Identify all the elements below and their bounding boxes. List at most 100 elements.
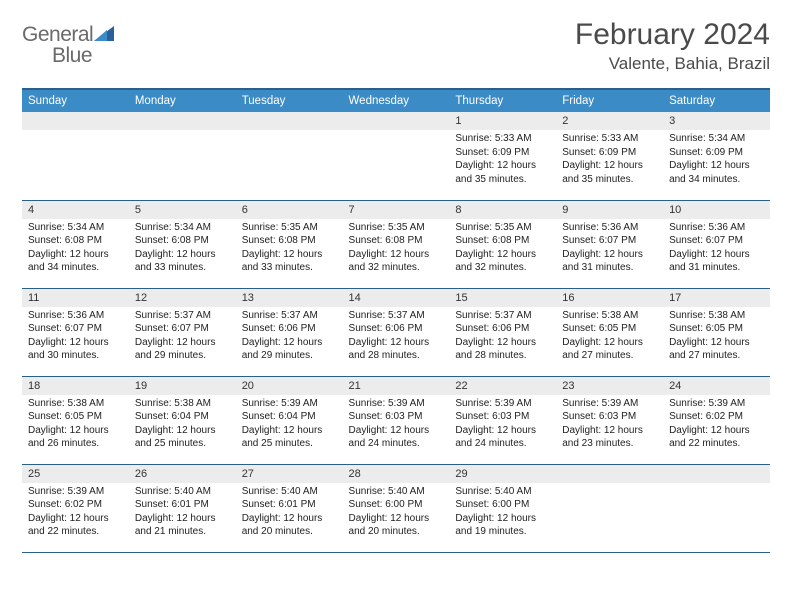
sunrise-line: Sunrise: 5:39 AM <box>455 397 550 411</box>
daylight-line: Daylight: 12 hours and 25 minutes. <box>242 424 337 451</box>
calendar-day-cell: 28Sunrise: 5:40 AMSunset: 6:00 PMDayligh… <box>343 464 450 552</box>
sunrise-line: Sunrise: 5:40 AM <box>135 485 230 499</box>
sunrise-line: Sunrise: 5:37 AM <box>349 309 444 323</box>
sunset-line: Sunset: 6:04 PM <box>135 410 230 424</box>
calendar-day-cell: 16Sunrise: 5:38 AMSunset: 6:05 PMDayligh… <box>556 288 663 376</box>
brand-word2: Blue <box>52 44 92 67</box>
day-number: 23 <box>556 377 663 395</box>
day-number: 22 <box>449 377 556 395</box>
daylight-line: Daylight: 12 hours and 19 minutes. <box>455 512 550 539</box>
calendar-day-cell: 11Sunrise: 5:36 AMSunset: 6:07 PMDayligh… <box>22 288 129 376</box>
sunset-line: Sunset: 6:01 PM <box>242 498 337 512</box>
sunrise-line: Sunrise: 5:40 AM <box>455 485 550 499</box>
day-details: Sunrise: 5:36 AMSunset: 6:07 PMDaylight:… <box>556 219 663 279</box>
sunset-line: Sunset: 6:06 PM <box>455 322 550 336</box>
sunset-line: Sunset: 6:09 PM <box>669 146 764 160</box>
sunrise-line: Sunrise: 5:37 AM <box>242 309 337 323</box>
day-number: 25 <box>22 465 129 483</box>
brand-word1: General <box>22 23 93 47</box>
daylight-line: Daylight: 12 hours and 31 minutes. <box>562 248 657 275</box>
calendar-day-cell: 27Sunrise: 5:40 AMSunset: 6:01 PMDayligh… <box>236 464 343 552</box>
daylight-line: Daylight: 12 hours and 21 minutes. <box>135 512 230 539</box>
day-details: Sunrise: 5:39 AMSunset: 6:03 PMDaylight:… <box>449 395 556 455</box>
calendar-day-cell: 2Sunrise: 5:33 AMSunset: 6:09 PMDaylight… <box>556 112 663 200</box>
sunset-line: Sunset: 6:05 PM <box>669 322 764 336</box>
sunset-line: Sunset: 6:06 PM <box>242 322 337 336</box>
sunset-line: Sunset: 6:05 PM <box>28 410 123 424</box>
calendar-day-cell <box>129 112 236 200</box>
sunset-line: Sunset: 6:01 PM <box>135 498 230 512</box>
calendar-week-row: 25Sunrise: 5:39 AMSunset: 6:02 PMDayligh… <box>22 464 770 552</box>
daylight-line: Daylight: 12 hours and 28 minutes. <box>455 336 550 363</box>
calendar-day-cell: 3Sunrise: 5:34 AMSunset: 6:09 PMDaylight… <box>663 112 770 200</box>
daylight-line: Daylight: 12 hours and 22 minutes. <box>28 512 123 539</box>
day-number: 11 <box>22 289 129 307</box>
sunrise-line: Sunrise: 5:40 AM <box>242 485 337 499</box>
calendar-day-cell: 26Sunrise: 5:40 AMSunset: 6:01 PMDayligh… <box>129 464 236 552</box>
day-details: Sunrise: 5:34 AMSunset: 6:09 PMDaylight:… <box>663 130 770 190</box>
sunset-line: Sunset: 6:02 PM <box>669 410 764 424</box>
sunset-line: Sunset: 6:09 PM <box>562 146 657 160</box>
day-number: 10 <box>663 201 770 219</box>
day-number: 28 <box>343 465 450 483</box>
calendar-day-cell <box>556 464 663 552</box>
daylight-line: Daylight: 12 hours and 24 minutes. <box>349 424 444 451</box>
sunrise-line: Sunrise: 5:39 AM <box>28 485 123 499</box>
daylight-line: Daylight: 12 hours and 23 minutes. <box>562 424 657 451</box>
page-header: General February 2024 Valente, Bahia, Br… <box>22 18 770 74</box>
calendar-day-cell <box>343 112 450 200</box>
day-details: Sunrise: 5:38 AMSunset: 6:05 PMDaylight:… <box>556 307 663 367</box>
day-number: 21 <box>343 377 450 395</box>
day-number: 15 <box>449 289 556 307</box>
calendar-week-row: 4Sunrise: 5:34 AMSunset: 6:08 PMDaylight… <box>22 200 770 288</box>
day-number: 19 <box>129 377 236 395</box>
calendar-day-cell: 13Sunrise: 5:37 AMSunset: 6:06 PMDayligh… <box>236 288 343 376</box>
daylight-line: Daylight: 12 hours and 27 minutes. <box>562 336 657 363</box>
day-number: 5 <box>129 201 236 219</box>
daylight-line: Daylight: 12 hours and 27 minutes. <box>669 336 764 363</box>
daylight-line: Daylight: 12 hours and 22 minutes. <box>669 424 764 451</box>
calendar-day-cell: 9Sunrise: 5:36 AMSunset: 6:07 PMDaylight… <box>556 200 663 288</box>
calendar-day-cell <box>22 112 129 200</box>
sunrise-line: Sunrise: 5:39 AM <box>562 397 657 411</box>
weekday-header: Thursday <box>449 89 556 112</box>
daylight-line: Daylight: 12 hours and 34 minutes. <box>28 248 123 275</box>
sunset-line: Sunset: 6:02 PM <box>28 498 123 512</box>
sunset-line: Sunset: 6:03 PM <box>349 410 444 424</box>
daylight-line: Daylight: 12 hours and 29 minutes. <box>135 336 230 363</box>
daylight-line: Daylight: 12 hours and 25 minutes. <box>135 424 230 451</box>
day-number-empty <box>236 112 343 130</box>
day-number: 12 <box>129 289 236 307</box>
day-number: 8 <box>449 201 556 219</box>
day-details: Sunrise: 5:33 AMSunset: 6:09 PMDaylight:… <box>556 130 663 190</box>
day-details: Sunrise: 5:35 AMSunset: 6:08 PMDaylight:… <box>236 219 343 279</box>
sunset-line: Sunset: 6:08 PM <box>135 234 230 248</box>
sunset-line: Sunset: 6:05 PM <box>562 322 657 336</box>
sunset-line: Sunset: 6:08 PM <box>455 234 550 248</box>
calendar-day-cell: 12Sunrise: 5:37 AMSunset: 6:07 PMDayligh… <box>129 288 236 376</box>
daylight-line: Daylight: 12 hours and 28 minutes. <box>349 336 444 363</box>
calendar-day-cell: 1Sunrise: 5:33 AMSunset: 6:09 PMDaylight… <box>449 112 556 200</box>
day-number: 27 <box>236 465 343 483</box>
day-number: 29 <box>449 465 556 483</box>
day-details: Sunrise: 5:39 AMSunset: 6:03 PMDaylight:… <box>556 395 663 455</box>
sunrise-line: Sunrise: 5:38 AM <box>562 309 657 323</box>
weekday-header-row: Sunday Monday Tuesday Wednesday Thursday… <box>22 89 770 112</box>
day-details: Sunrise: 5:39 AMSunset: 6:02 PMDaylight:… <box>22 483 129 543</box>
day-number: 7 <box>343 201 450 219</box>
day-number-empty <box>129 112 236 130</box>
day-details: Sunrise: 5:40 AMSunset: 6:01 PMDaylight:… <box>129 483 236 543</box>
day-details: Sunrise: 5:40 AMSunset: 6:01 PMDaylight:… <box>236 483 343 543</box>
day-details: Sunrise: 5:40 AMSunset: 6:00 PMDaylight:… <box>343 483 450 543</box>
calendar-day-cell: 18Sunrise: 5:38 AMSunset: 6:05 PMDayligh… <box>22 376 129 464</box>
daylight-line: Daylight: 12 hours and 33 minutes. <box>242 248 337 275</box>
sunrise-line: Sunrise: 5:39 AM <box>242 397 337 411</box>
sunset-line: Sunset: 6:03 PM <box>455 410 550 424</box>
daylight-line: Daylight: 12 hours and 32 minutes. <box>349 248 444 275</box>
calendar-day-cell: 25Sunrise: 5:39 AMSunset: 6:02 PMDayligh… <box>22 464 129 552</box>
calendar-day-cell: 7Sunrise: 5:35 AMSunset: 6:08 PMDaylight… <box>343 200 450 288</box>
daylight-line: Daylight: 12 hours and 35 minutes. <box>455 159 550 186</box>
day-number-empty <box>343 112 450 130</box>
calendar-day-cell: 5Sunrise: 5:34 AMSunset: 6:08 PMDaylight… <box>129 200 236 288</box>
weekday-header: Sunday <box>22 89 129 112</box>
